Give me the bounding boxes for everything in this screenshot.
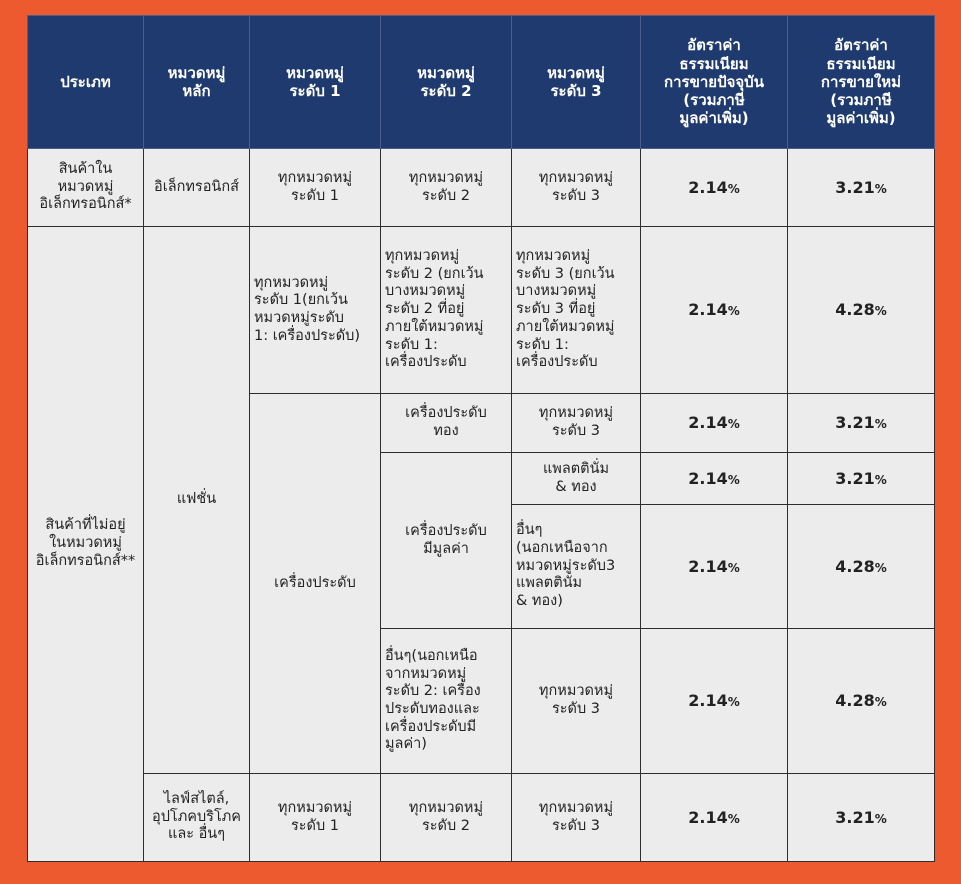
- percent-unit: %: [727, 304, 740, 319]
- level3-cell: แพลตตินั่ม & ทอง: [511, 452, 641, 505]
- new-rate-cell: 3.21%: [787, 393, 935, 453]
- header-level2: หมวดหมู่ ระดับ 2: [380, 15, 512, 149]
- level2-cell: เครื่องประดับ ทอง: [380, 393, 512, 453]
- type-non-electronics: สินค้าที่ไม่อยู่ ในหมวดหมู่ อิเล็กทรอนิก…: [27, 226, 144, 862]
- current-rate-cell: 2.14%: [640, 393, 788, 453]
- new-rate-cell: 3.21%: [787, 773, 935, 862]
- table-row: เครื่องประดับ มีมูลค่า แพลตตินั่ม & ทอง …: [28, 452, 935, 629]
- new-rate-value: 4.28: [835, 691, 875, 711]
- percent-unit: %: [874, 472, 887, 487]
- current-rate-cell: 2.14%: [640, 773, 788, 862]
- new-rate-cell: 3.21%: [787, 452, 935, 505]
- percent-unit: %: [874, 811, 887, 826]
- new-rate-cell: 4.28%: [787, 226, 935, 394]
- table-row: เครื่องประดับ เครื่องประดับ ทอง ทุกหมวดห…: [28, 393, 935, 774]
- level3-cell: ทุกหมวดหมู่ ระดับ 3: [511, 393, 641, 453]
- percent-unit: %: [874, 560, 887, 575]
- table-row: สินค้าที่ไม่อยู่ ในหมวดหมู่ อิเล็กทรอนิก…: [27, 226, 935, 862]
- current-rate-value: 2.14: [688, 177, 728, 197]
- level3-cell: ทุกหมวดหมู่ ระดับ 3: [511, 773, 641, 862]
- percent-unit: %: [874, 304, 887, 319]
- new-rate-value: 3.21: [835, 468, 875, 488]
- table-row: ไลฟ์สไตล์, อุปโภคบริโภค และ อื่นๆ ทุกหมว…: [28, 773, 935, 862]
- main-fashion: แฟชั่น: [143, 226, 250, 774]
- level1-cell: ทุกหมวดหมู่ ระดับ 1: [249, 148, 381, 227]
- fee-table-frame: ประเภท หมวดหมู่ หลัก หมวดหมู่ ระดับ 1 หม…: [27, 15, 935, 862]
- level3-cell: ทุกหมวดหมู่ ระดับ 3 (ยกเว้น บางหมวดหมู่ …: [511, 226, 641, 394]
- level3-cell: อื่นๆ (นอกเหนือจาก หมวดหมู่ระดับ3 แพลตติ…: [511, 504, 641, 629]
- current-rate-value: 2.14: [688, 556, 728, 576]
- current-rate-value: 2.14: [688, 468, 728, 488]
- level1-cell: ทุกหมวดหมู่ ระดับ 1: [249, 773, 381, 862]
- current-rate-cell: 2.14%: [640, 226, 788, 394]
- current-rate-value: 2.14: [688, 691, 728, 711]
- header-level3: หมวดหมู่ ระดับ 3: [511, 15, 641, 149]
- level2-cell: เครื่องประดับ มีมูลค่า: [380, 452, 512, 629]
- level1-cell: เครื่องประดับ: [249, 393, 381, 774]
- new-rate-value: 3.21: [835, 413, 875, 433]
- fee-table: ประเภท หมวดหมู่ หลัก หมวดหมู่ ระดับ 1 หม…: [27, 15, 935, 862]
- level2-cell: ทุกหมวดหมู่ ระดับ 2 (ยกเว้น บางหมวดหมู่ …: [380, 226, 512, 394]
- table-row: อื่นๆ(นอกเหนือ จากหมวดหมู่ ระดับ 2: เครื…: [28, 628, 935, 774]
- table-row: สินค้าใน หมวดหมู่ อิเล็กทรอนิกส์* อิเล็ก…: [27, 148, 935, 227]
- header-row: ประเภท หมวดหมู่ หลัก หมวดหมู่ ระดับ 1 หม…: [27, 15, 935, 149]
- new-rate-cell: 3.21%: [787, 148, 935, 227]
- current-rate-value: 2.14: [688, 807, 728, 827]
- main-lifestyle: ไลฟ์สไตล์, อุปโภคบริโภค และ อื่นๆ: [143, 773, 250, 862]
- current-rate-cell: 2.14%: [640, 628, 788, 774]
- new-rate-value: 4.28: [835, 556, 875, 576]
- percent-unit: %: [727, 417, 740, 432]
- type-electronics: สินค้าใน หมวดหมู่ อิเล็กทรอนิกส์*: [27, 148, 144, 227]
- new-rate-value: 3.21: [835, 807, 875, 827]
- percent-unit: %: [727, 811, 740, 826]
- current-rate-cell: 2.14%: [640, 452, 788, 505]
- header-main-category: หมวดหมู่ หลัก: [143, 15, 250, 149]
- current-rate-cell: 2.14%: [640, 504, 788, 629]
- percent-unit: %: [727, 560, 740, 575]
- header-new-rate: อัตราค่า ธรรมเนียม การขายใหม่ (รวมภาษี ม…: [787, 15, 935, 149]
- current-rate-value: 2.14: [688, 413, 728, 433]
- level2-cell: ทุกหมวดหมู่ ระดับ 2: [380, 773, 512, 862]
- current-rate-cell: 2.14%: [640, 148, 788, 227]
- level3-cell: ทุกหมวดหมู่ ระดับ 3: [511, 148, 641, 227]
- header-level1: หมวดหมู่ ระดับ 1: [249, 15, 381, 149]
- current-rate-value: 2.14: [688, 300, 728, 320]
- level2-cell: อื่นๆ(นอกเหนือ จากหมวดหมู่ ระดับ 2: เครื…: [380, 628, 512, 774]
- new-rate-cell: 4.28%: [787, 504, 935, 629]
- new-rate-cell: 4.28%: [787, 628, 935, 774]
- new-rate-value: 4.28: [835, 300, 875, 320]
- table-row: อื่นๆ (นอกเหนือจาก หมวดหมู่ระดับ3 แพลตติ…: [28, 504, 935, 629]
- header-type: ประเภท: [27, 15, 144, 149]
- percent-unit: %: [727, 181, 740, 196]
- header-current-rate: อัตราค่า ธรรมเนียม การขายปัจจุบัน (รวมภา…: [640, 15, 788, 149]
- percent-unit: %: [727, 695, 740, 710]
- percent-unit: %: [874, 695, 887, 710]
- percent-unit: %: [874, 417, 887, 432]
- level2-cell: ทุกหมวดหมู่ ระดับ 2: [380, 148, 512, 227]
- percent-unit: %: [874, 181, 887, 196]
- new-rate-value: 3.21: [835, 177, 875, 197]
- percent-unit: %: [727, 472, 740, 487]
- main-electronics: อิเล็กทรอนิกส์: [143, 148, 250, 227]
- level1-cell: ทุกหมวดหมู่ ระดับ 1(ยกเว้น หมวดหมู่ระดับ…: [249, 226, 381, 394]
- level3-cell: ทุกหมวดหมู่ ระดับ 3: [511, 628, 641, 774]
